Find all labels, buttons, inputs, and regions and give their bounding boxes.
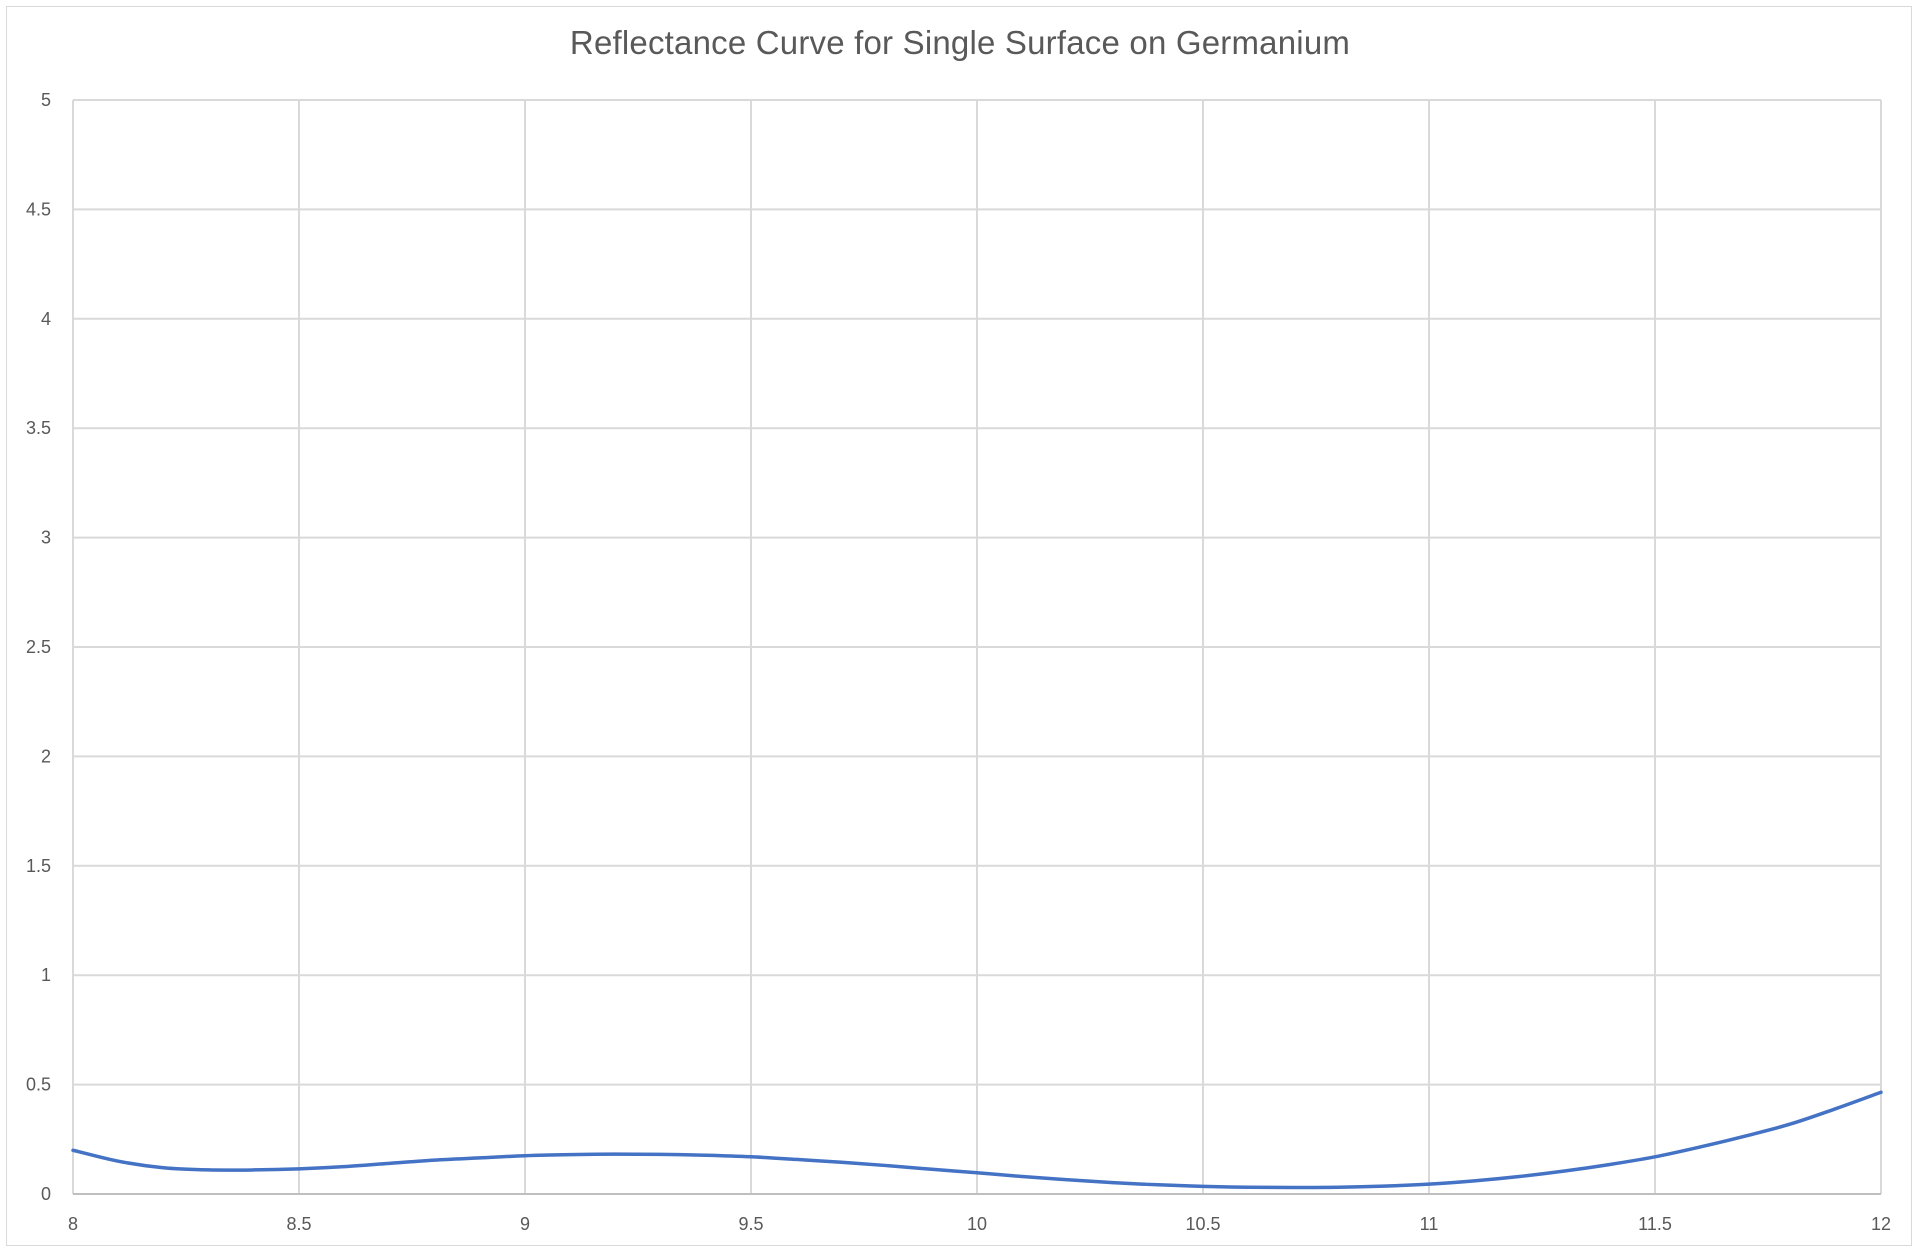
chart-title: Reflectance Curve for Single Surface on … (569, 24, 1351, 61)
y-tick-label: 4 (41, 309, 51, 329)
gridlines (72, 99, 1882, 1194)
series-line-0 (71, 1090, 1883, 1190)
y-tick-label: 3 (41, 528, 51, 548)
x-tick-label: 11.5 (1638, 1214, 1672, 1234)
x-tick-label: 11 (1420, 1214, 1439, 1234)
x-tick-label: 9.5 (738, 1214, 763, 1234)
x-tick-label: 12 (1871, 1214, 1891, 1234)
x-tick-label: 9 (520, 1214, 530, 1234)
x-tick-label: 10 (967, 1214, 987, 1234)
y-tick-label: 0.5 (26, 1075, 51, 1095)
y-tick-label: 4.5 (26, 199, 51, 219)
y-tick-label: 5 (41, 90, 51, 110)
x-tick-label: 8 (68, 1214, 78, 1234)
y-tick-label: 2 (41, 746, 51, 766)
y-tick-label: 1.5 (26, 856, 51, 876)
series-layer (71, 1090, 1883, 1190)
x-tick-label: 8.5 (286, 1214, 311, 1234)
y-tick-label: 2.5 (26, 637, 51, 657)
chart-frame (6, 6, 1912, 1246)
y-tick-label: 1 (41, 965, 51, 985)
tick-labels: 00.511.522.533.544.558 8.5 9 9.5 10 10.5 11 11.… (26, 90, 1891, 1234)
y-tick-label: 3.5 (26, 418, 51, 438)
y-tick-label: 0 (41, 1184, 51, 1204)
x-tick-label: 10.5 (1185, 1214, 1220, 1234)
